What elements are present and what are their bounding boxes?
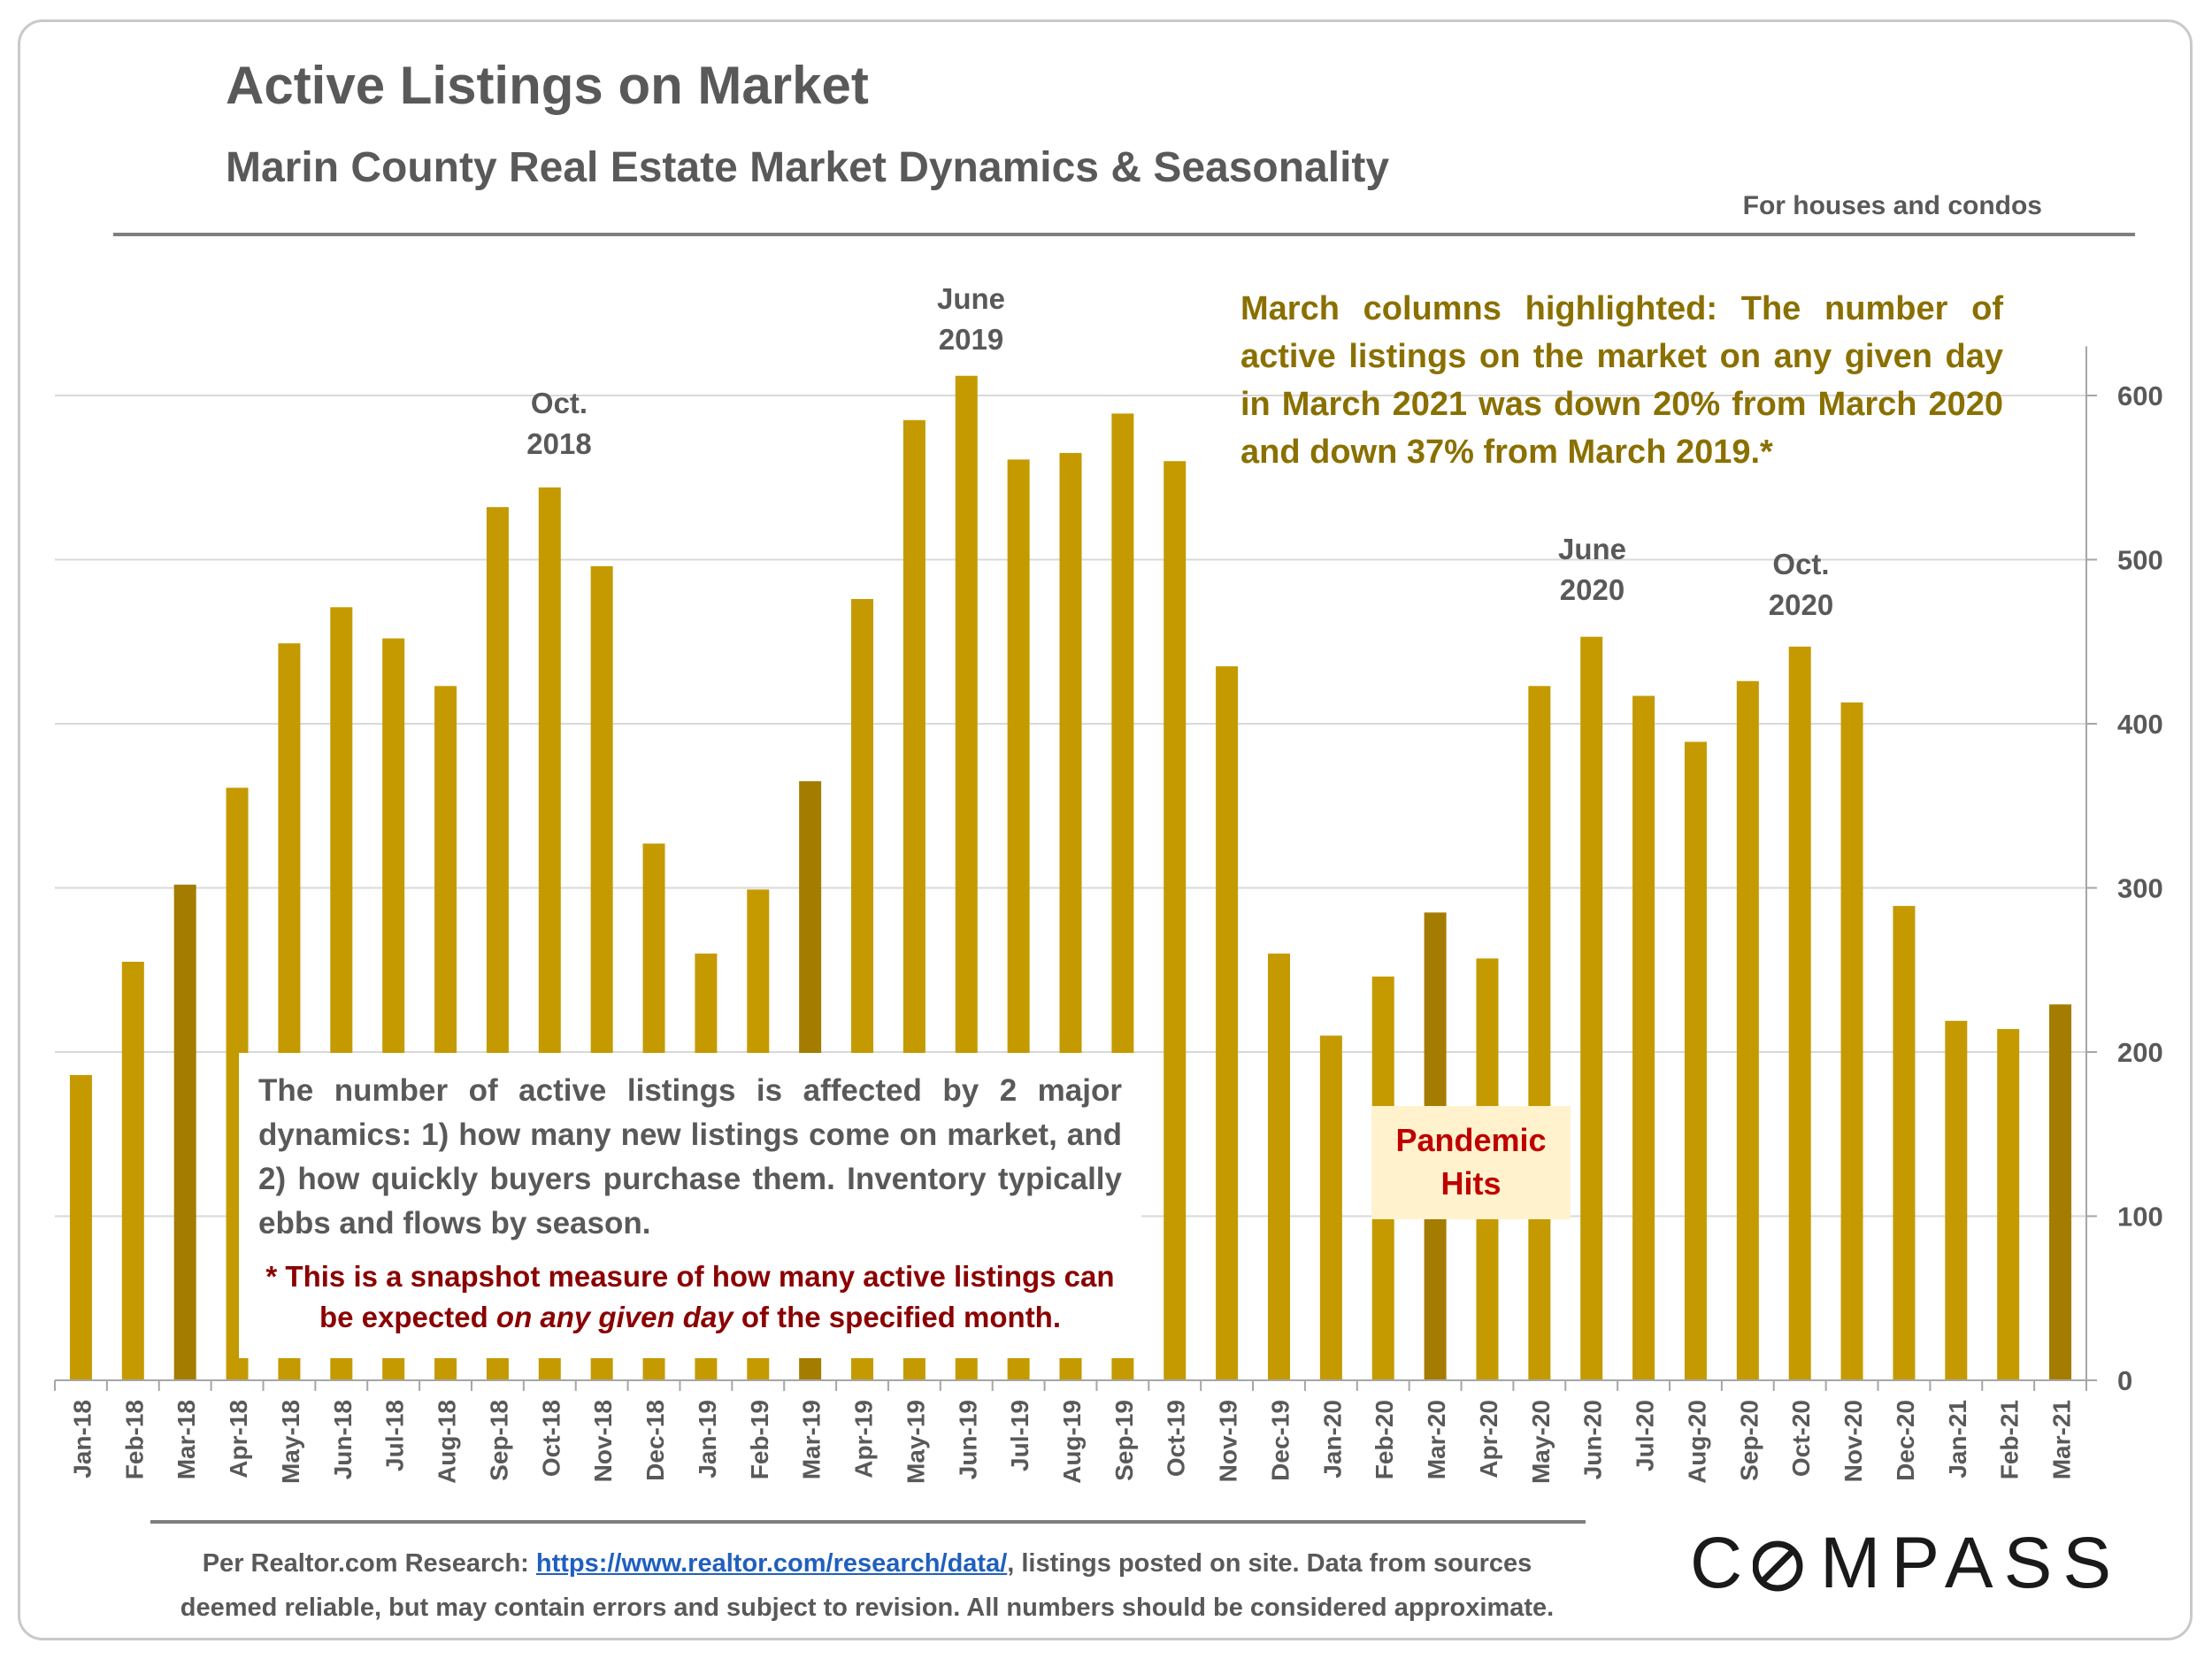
x-tick-label: Oct-18 (537, 1400, 565, 1477)
snapshot-note-suffix: of the specified month. (733, 1301, 1062, 1333)
y-tick-label: 600 (2117, 380, 2163, 411)
bar-jan-20 (1319, 1035, 1342, 1380)
explanation-box: The number of active listings is affecte… (239, 1053, 1141, 1358)
x-tick-label: Oct-20 (1787, 1400, 1815, 1477)
x-tick-label: Mar-20 (1423, 1400, 1450, 1479)
source-line-1: Per Realtor.com Research: https://www.re… (133, 1541, 1601, 1586)
x-tick-label: Nov-19 (1215, 1400, 1242, 1482)
pandemic-callout-text: Pandemic Hits (1395, 1122, 1547, 1202)
source-prefix: Per Realtor.com Research: (202, 1549, 536, 1578)
annotation-oct-2018: Oct. 2018 (526, 387, 592, 460)
snapshot-note-emphasis: on any given day (495, 1301, 733, 1333)
snapshot-note-prefix: * This is a snapshot measure of how many… (265, 1260, 1115, 1333)
y-tick-label: 0 (2117, 1365, 2132, 1396)
snapshot-note: * This is a snapshot measure of how many… (258, 1256, 1122, 1338)
bar-jul-20 (1632, 695, 1655, 1380)
x-tick-label: Aug-18 (434, 1400, 461, 1484)
logo-letter-c: C (1690, 1523, 1754, 1603)
bar-oct-19 (1164, 461, 1187, 1381)
chart-title: Active Listings on Market (226, 56, 869, 115)
y-tick-label: 400 (2117, 709, 2163, 740)
bar-mar-18 (173, 884, 196, 1380)
y-tick-label: 500 (2117, 545, 2163, 576)
x-tick-label: Feb-19 (746, 1400, 773, 1479)
x-tick-label: Sep-19 (1110, 1400, 1138, 1481)
bar-nov-19 (1216, 666, 1239, 1380)
x-tick-label: Feb-21 (1996, 1400, 2024, 1479)
x-tick-label: Mar-18 (173, 1400, 200, 1479)
x-tick-label: Nov-18 (589, 1400, 617, 1482)
x-tick-label: Jul-19 (1006, 1400, 1033, 1471)
compass-o-icon (1753, 1540, 1803, 1592)
y-tick-label: 300 (2117, 873, 2163, 904)
x-tick-label: Jan-21 (1944, 1400, 1971, 1479)
bar-jan-18 (69, 1074, 92, 1380)
annotation-oct-2020: Oct. 2020 (1768, 548, 1834, 621)
bar-jun-20 (1580, 636, 1603, 1380)
x-tick-label: Oct-19 (1163, 1400, 1190, 1477)
x-tick-label: Feb-18 (120, 1400, 148, 1479)
bar-nov-20 (1840, 702, 1863, 1380)
annotation-june-2020: June 2020 (1557, 533, 1627, 606)
x-tick-label: Jan-20 (1318, 1400, 1346, 1479)
explanation-text: The number of active listings is affecte… (258, 1073, 1122, 1240)
x-tick-label: Jul-20 (1632, 1400, 1659, 1471)
bar-sep-20 (1736, 680, 1759, 1380)
source-link[interactable]: https://www.realtor.com/research/data/ (535, 1549, 1008, 1578)
bar-may-20 (1528, 686, 1551, 1380)
chart-subtitle: Marin County Real Estate Market Dynamics… (226, 144, 1390, 191)
x-tick-label: Jan-19 (694, 1400, 721, 1479)
x-tick-label: Apr-20 (1475, 1400, 1502, 1479)
x-tick-label: Dec-19 (1266, 1400, 1294, 1481)
compass-logo: COMPASS (1690, 1522, 2122, 1605)
x-tick-label: Apr-18 (225, 1400, 252, 1479)
x-tick-label: Dec-18 (641, 1400, 669, 1481)
x-tick-label: Sep-20 (1735, 1400, 1763, 1481)
bar-dec-20 (1893, 905, 1916, 1380)
annotation-june-2019: June 2019 (936, 282, 1006, 356)
bar-dec-19 (1267, 953, 1290, 1380)
logo-letters-mpass: MPASS (1820, 1523, 2123, 1603)
x-tick-label: Mar-19 (798, 1400, 826, 1479)
x-tick-label: May-18 (277, 1400, 304, 1484)
source-line-2: deemed reliable, but may contain errors … (180, 1594, 1555, 1622)
source-footer: Per Realtor.com Research: https://www.re… (133, 1541, 1601, 1630)
bar-feb-21 (1997, 1029, 2020, 1380)
x-tick-label: Sep-18 (485, 1400, 512, 1481)
scope-note: For houses and condos (1742, 191, 2042, 220)
logo-letter-o: O (1753, 1522, 1820, 1605)
bar-oct-20 (1788, 646, 1811, 1380)
x-tick-label: Jun-18 (329, 1400, 357, 1479)
x-tick-label: Jul-18 (381, 1400, 409, 1471)
x-tick-label: Feb-20 (1371, 1400, 1398, 1479)
source-after-link: , listings posted on site. Data from sou… (1007, 1549, 1532, 1578)
y-tick-label: 200 (2117, 1037, 2163, 1068)
pandemic-callout: Pandemic Hits (1371, 1106, 1571, 1219)
x-tick-label: Dec-20 (1892, 1400, 1919, 1481)
x-tick-label: Jun-20 (1579, 1400, 1607, 1479)
x-tick-label: Jun-19 (954, 1400, 981, 1479)
x-tick-label: Aug-19 (1058, 1400, 1086, 1484)
bar-jan-21 (1945, 1020, 1968, 1380)
header-divider (113, 233, 2135, 236)
x-tick-label: May-19 (902, 1400, 929, 1484)
x-tick-label: Nov-20 (1839, 1400, 1867, 1482)
x-tick-label: May-20 (1527, 1400, 1555, 1484)
chart-frame (18, 19, 2193, 1640)
bar-aug-20 (1684, 741, 1707, 1380)
highlight-note: March columns highlighted: The number of… (1240, 290, 2003, 471)
footer-divider (150, 1520, 1586, 1524)
x-tick-label: Aug-20 (1683, 1400, 1710, 1484)
x-tick-label: Jan-18 (68, 1400, 96, 1479)
y-tick-label: 100 (2117, 1202, 2163, 1233)
bar-mar-21 (2049, 1004, 2072, 1380)
x-tick-label: Mar-21 (2048, 1400, 2076, 1479)
bar-feb-18 (121, 961, 144, 1380)
x-tick-label: Apr-19 (850, 1400, 878, 1479)
axes: 0 100 200 300 400 500 600 Jan-18 Feb-18 Mar-18 Apr… (54, 346, 2163, 1484)
